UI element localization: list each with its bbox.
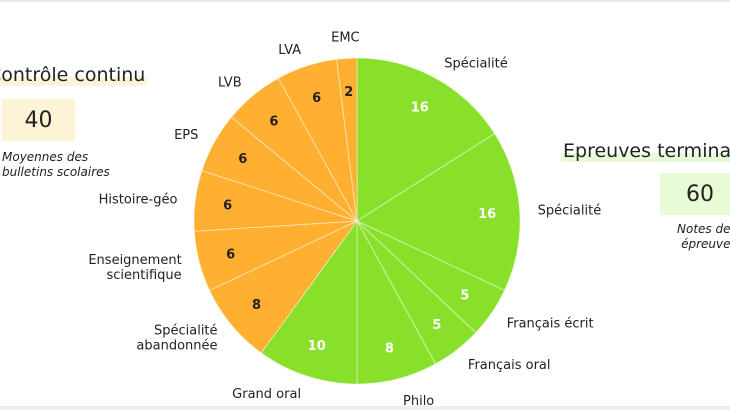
epreuves-terminales-note: Notes desépreuves [677,222,730,252]
epreuves-terminales-total: 60 [660,173,730,215]
slice-value-label: 5 [432,318,441,333]
controle-continu-total: 40 [2,99,75,141]
controle-continu-note: Moyennes des bulletins scolaires [2,150,110,180]
slice-category-label: EPS [174,128,198,143]
top-divider [0,0,730,2]
pie-slice [230,77,358,222]
slice-category-label: Spécialité abandonnée [136,323,217,353]
slice-category-label: Spécialité [538,204,602,219]
slice-category-label: LVA [278,43,301,58]
pie-slice [193,169,358,232]
epreuves-terminales-title: Epreuves terminales [561,140,730,162]
slice-value-label: 2 [344,85,353,100]
slice-category-label: Philo [403,394,434,409]
slice-value-label: 8 [252,298,261,313]
slice-value-label: 6 [226,247,235,262]
pie-slice [277,58,358,222]
note-line: Notes des [677,222,730,236]
pie-slice [260,219,358,385]
slice-value-label: 16 [478,207,496,222]
slice-value-label: 6 [223,199,232,214]
slice-category-label: Histoire-géo [99,192,178,207]
slice-value-label: 16 [411,101,429,116]
slice-category-label: Français écrit [507,317,594,332]
pie-slice [336,57,358,222]
slice-category-label: Français oral [468,358,551,373]
slice-category-label: Grand oral [232,387,301,402]
slice-value-label: 5 [460,288,469,303]
pie-slice [356,220,437,385]
pie-slice [193,220,358,292]
pie-slice [356,220,506,334]
slice-value-label: 10 [308,339,326,354]
pie-slice [208,220,358,354]
slice-category-label: LVB [218,76,242,91]
pie-slice [356,57,496,222]
slice-category-label: Spécialité [444,56,508,71]
pie-slice [201,116,358,222]
controle-continu-title: Contrôle continu [0,64,148,86]
slice-value-label: 8 [385,341,394,356]
slice-value-label: 6 [312,91,321,106]
slice-value-label: 6 [269,115,278,130]
slice-category-label: EMC [331,30,360,45]
bottom-divider [0,406,730,410]
pie-slice [355,132,521,292]
slice-category-label: Enseignement scientifique [88,253,181,283]
pie-slice [356,220,477,365]
slice-value-label: 6 [238,152,247,167]
note-line: épreuves [681,237,730,251]
note-line: bulletins scolaires [2,165,110,179]
note-line: Moyennes des [2,150,89,164]
